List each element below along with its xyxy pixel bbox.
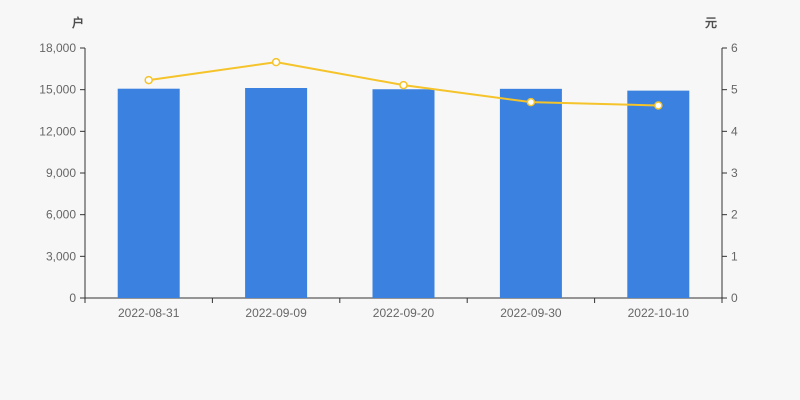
line-point[interactable] (654, 101, 663, 110)
right-axis-unit-label: 元 (705, 16, 718, 30)
right-axis-tick-label: 6 (731, 41, 738, 55)
bar[interactable] (499, 88, 562, 298)
left-axis-tick-label: 3,000 (46, 249, 76, 263)
left-axis-tick-label: 9,000 (46, 166, 76, 180)
x-axis-category-label: 2022-10-10 (628, 306, 690, 320)
left-axis-tick-label: 15,000 (39, 83, 76, 97)
right-axis-tick-label: 4 (731, 124, 738, 138)
x-axis-category-label: 2022-09-30 (500, 306, 562, 320)
right-axis-tick-label: 2 (731, 208, 738, 222)
bar[interactable] (627, 90, 690, 298)
bar[interactable] (372, 89, 435, 298)
left-axis-tick-label: 12,000 (39, 124, 76, 138)
x-axis-category-label: 2022-09-09 (245, 306, 307, 320)
left-axis-unit-label: 户 (72, 16, 85, 30)
line-point[interactable] (144, 75, 153, 85)
left-axis-tick-label: 18,000 (39, 41, 76, 55)
x-axis-category-label: 2022-09-20 (373, 306, 435, 320)
line-point[interactable] (526, 97, 536, 107)
right-axis-tick-label: 3 (731, 166, 738, 180)
right-axis-tick-label: 0 (731, 291, 738, 305)
left-axis-tick-label: 0 (69, 291, 76, 305)
left-axis-tick-label: 6,000 (46, 208, 76, 222)
bar[interactable] (117, 88, 180, 298)
line-point[interactable] (271, 57, 281, 67)
x-axis-category-label: 2022-08-31 (118, 306, 180, 320)
bar[interactable] (245, 88, 308, 298)
line-point[interactable] (399, 80, 408, 90)
right-axis-tick-label: 1 (731, 249, 738, 263)
right-axis-tick-label: 5 (731, 83, 738, 97)
